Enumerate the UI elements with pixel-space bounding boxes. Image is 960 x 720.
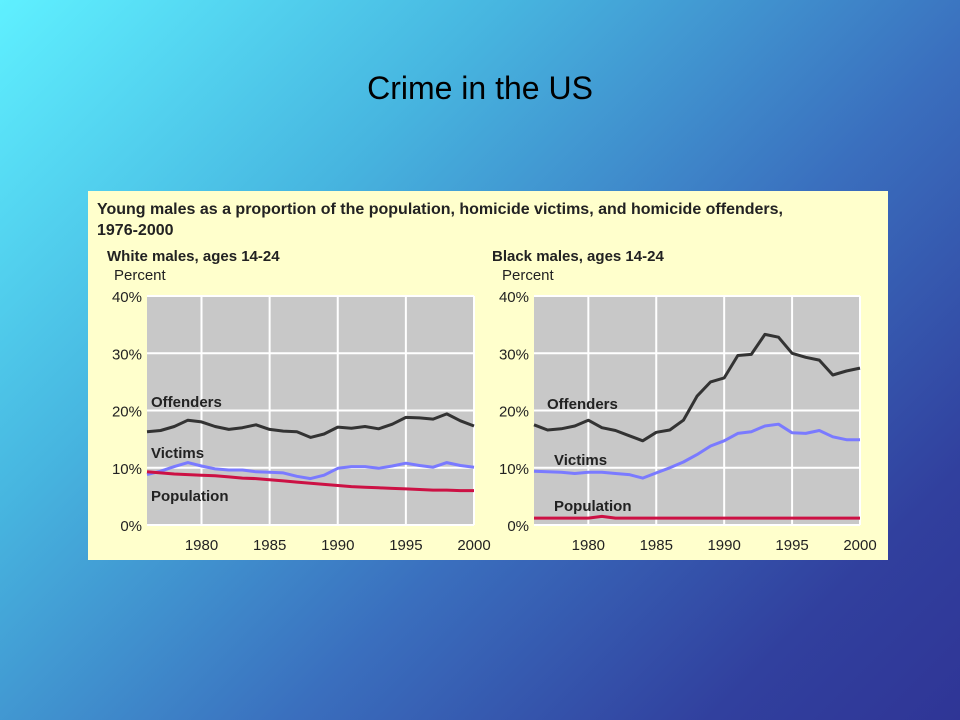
- white-ytick-label: 40%: [112, 289, 142, 306]
- white-offenders-label: Offenders: [151, 394, 222, 411]
- white-chart-ylabel: Percent: [114, 267, 166, 284]
- black-ytick-label: 0%: [507, 518, 529, 535]
- white-xtick-label: 1980: [185, 537, 218, 554]
- slide-title: Crime in the US: [367, 70, 593, 106]
- white-chart-title: White males, ages 14-24: [107, 248, 280, 265]
- white-offenders-line: [146, 412, 475, 439]
- black-offenders-line: [533, 332, 861, 443]
- charts-svg: 0% 10% 20% 30% 40% 1980 1985 1990 1995 2000 Offend…: [112, 289, 877, 554]
- black-xtick-label: 1995: [775, 537, 808, 554]
- white-ytick-label: 0%: [120, 518, 142, 535]
- black-ytick-label: 40%: [499, 289, 529, 306]
- figure-title: Young males as a proportion of the popul…: [97, 201, 783, 239]
- black-chart-ylabel: Percent: [502, 267, 554, 284]
- black-xtick-label: 1985: [640, 537, 673, 554]
- white-xtick-label: 1995: [389, 537, 422, 554]
- black-chart-title: Black males, ages 14-24: [492, 248, 664, 265]
- black-xtick-label: 1980: [572, 537, 605, 554]
- white-ytick-label: 30%: [112, 346, 142, 363]
- black-victims-line: [533, 422, 860, 480]
- white-population-line: [146, 470, 474, 493]
- white-xtick-label: 1985: [253, 537, 286, 554]
- white-ytick-label: 20%: [112, 404, 142, 421]
- white-population-label: Population: [151, 488, 229, 505]
- black-xtick-label: 1990: [707, 537, 740, 554]
- white-victims-line: [146, 461, 475, 481]
- black-population-label: Population: [554, 498, 632, 515]
- black-offenders-label: Offenders: [547, 396, 618, 413]
- white-xtick-label: 2000: [457, 537, 490, 554]
- black-population-line: [534, 514, 860, 520]
- white-victims-label: Victims: [151, 445, 204, 462]
- white-ytick-label: 10%: [112, 461, 142, 478]
- black-ytick-label: 20%: [499, 404, 529, 421]
- figure-panel: Young males as a proportion of the popul…: [88, 191, 888, 560]
- black-ytick-label: 10%: [499, 461, 529, 478]
- black-xtick-label: 2000: [843, 537, 876, 554]
- white-xtick-label: 1990: [321, 537, 354, 554]
- black-ytick-label: 30%: [499, 346, 529, 363]
- black-victims-label: Victims: [554, 452, 607, 469]
